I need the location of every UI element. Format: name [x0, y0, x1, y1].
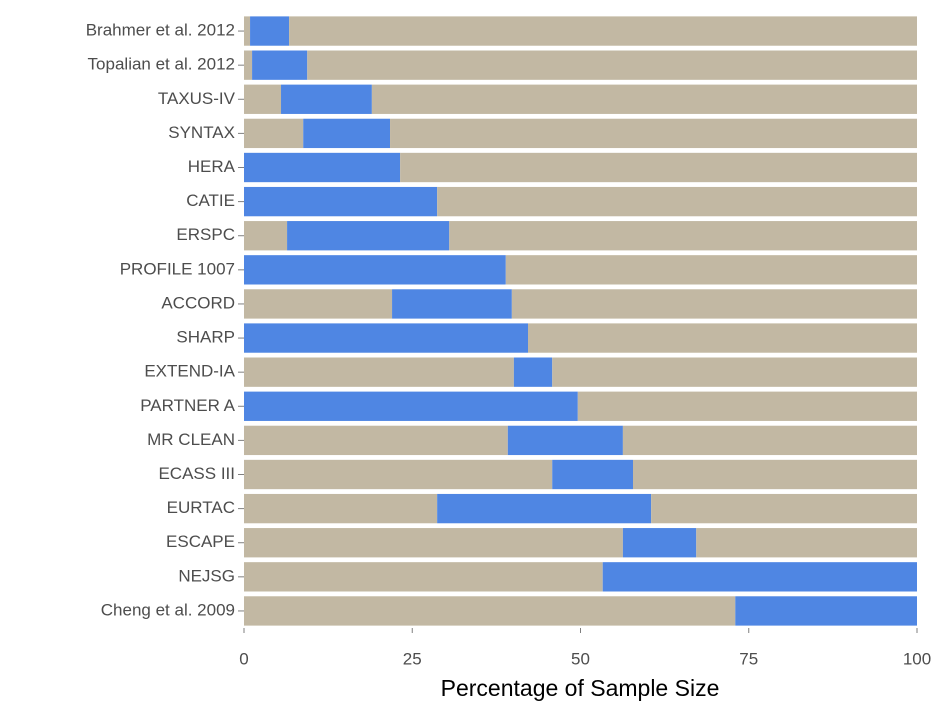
- bar-segment: [244, 425, 508, 456]
- bar-segment: [244, 596, 736, 626]
- bar-segment: [244, 186, 438, 217]
- bar-segment: [244, 289, 393, 319]
- bar-segment: [244, 50, 253, 80]
- x-tick-label: 100: [903, 649, 931, 668]
- y-tick-label: PROFILE 1007: [120, 259, 235, 278]
- bar-segment: [244, 84, 282, 114]
- y-tick-label: NEJSG: [178, 566, 235, 585]
- bar-segment: [513, 357, 553, 387]
- y-tick-label: SYNTAX: [168, 123, 235, 142]
- bar-segment: [244, 221, 288, 251]
- bar-segment: [244, 323, 529, 353]
- y-tick-label: Brahmer et al. 2012: [86, 21, 235, 40]
- bar-segment: [449, 221, 917, 251]
- bar-segment: [511, 289, 917, 319]
- bar-segment: [622, 528, 697, 558]
- bar-segment: [244, 16, 251, 46]
- bar-segment: [244, 255, 506, 285]
- bar-segment: [507, 425, 623, 456]
- bar-segment: [252, 50, 308, 80]
- bar-segment: [437, 493, 652, 524]
- bar-segment: [632, 459, 917, 490]
- y-tick-label: SHARP: [176, 328, 235, 347]
- y-tick-label: PARTNER A: [140, 396, 235, 415]
- bar-segment: [577, 391, 917, 421]
- y-tick-label: ECASS III: [158, 464, 235, 483]
- bar-segment: [437, 186, 917, 217]
- x-tick-label: 50: [571, 649, 590, 668]
- bar-segment: [244, 391, 578, 421]
- bar-segment: [552, 357, 917, 387]
- bar-segment: [390, 118, 917, 149]
- bar-segment: [244, 152, 401, 183]
- y-tick-label: ACCORD: [161, 293, 235, 312]
- x-tick-label: 0: [239, 649, 248, 668]
- bar-segment: [244, 118, 304, 149]
- y-tick-label: ESCAPE: [166, 532, 235, 551]
- y-tick-label: Cheng et al. 2009: [101, 600, 235, 619]
- x-axis-title: Percentage of Sample Size: [441, 675, 720, 701]
- bar-segment: [371, 84, 917, 114]
- bar-segment: [552, 459, 633, 490]
- bar-segment: [244, 493, 438, 524]
- bar-segment: [392, 289, 512, 319]
- y-tick-label: MR CLEAN: [147, 430, 235, 449]
- x-tick-label: 25: [403, 649, 422, 668]
- bar-segment: [622, 425, 917, 456]
- y-tick-label: ERSPC: [176, 225, 235, 244]
- bar-segment: [244, 528, 623, 558]
- y-tick-label: Topalian et al. 2012: [88, 55, 235, 74]
- bar-segment: [244, 562, 603, 592]
- bar-segment: [651, 493, 917, 524]
- y-tick-label: TAXUS-IV: [158, 89, 236, 108]
- bar-segment: [528, 323, 917, 353]
- x-tick-label: 75: [739, 649, 758, 668]
- bar-segment: [505, 255, 917, 285]
- bar-segment: [287, 221, 450, 251]
- y-tick-label: HERA: [188, 157, 236, 176]
- bar-segment: [244, 459, 553, 490]
- bar-segment: [307, 50, 918, 80]
- y-tick-label: CATIE: [186, 191, 235, 210]
- y-tick-label: EXTEND-IA: [144, 362, 235, 381]
- bar-segment: [735, 596, 917, 626]
- y-tick-label: EURTAC: [167, 498, 235, 517]
- bar-segment: [696, 528, 917, 558]
- bar-segment: [281, 84, 372, 114]
- bar-segment: [400, 152, 917, 183]
- bar-segment: [289, 16, 917, 46]
- bar-segment: [244, 357, 514, 387]
- bar-segment: [602, 562, 917, 592]
- bar-segment: [303, 118, 391, 149]
- bar-segment: [250, 16, 290, 46]
